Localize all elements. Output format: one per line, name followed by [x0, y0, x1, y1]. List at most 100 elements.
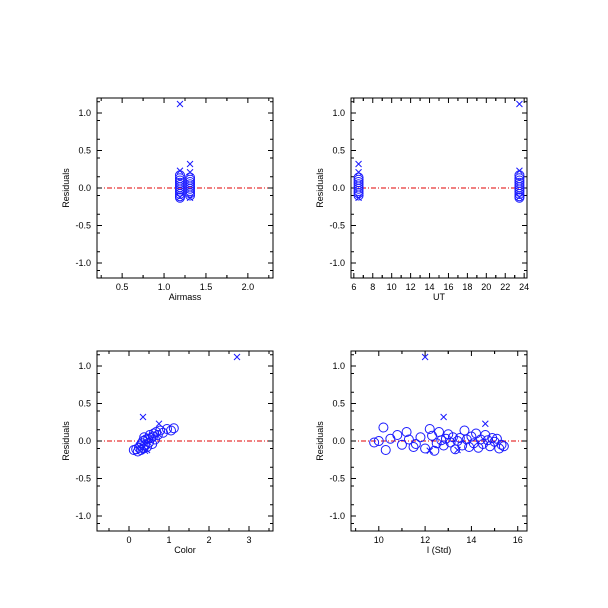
y-tick-label: -1.0 [329, 258, 345, 268]
y-tick-label: -0.5 [75, 474, 91, 484]
data-point-cross [176, 100, 184, 108]
x-tick-label: 16 [513, 535, 523, 545]
data-point-circle [174, 184, 185, 195]
data-point-cross [516, 100, 523, 108]
x-tick-label: 0.5 [116, 282, 129, 292]
y-tick-label: -1.0 [329, 511, 345, 521]
y-tick-label: 0.5 [78, 399, 91, 409]
data-point-circle [480, 430, 491, 440]
data-point-circle [174, 186, 185, 197]
x-axis-label: UT [433, 292, 445, 302]
data-point-cross [233, 353, 241, 361]
data-point-cross [481, 420, 489, 428]
data-point-cross [176, 167, 184, 175]
y-axis-label: Residuals [315, 421, 325, 461]
y-tick-label: -0.5 [329, 221, 345, 231]
data-point-circle [496, 439, 507, 450]
data-point-circle [373, 436, 384, 446]
data-point-circle [378, 422, 389, 433]
x-tick-label: 24 [519, 282, 529, 292]
y-tick-label: 0.5 [78, 146, 91, 156]
data-point-circle [185, 190, 196, 201]
data-point-circle [514, 186, 525, 197]
data-point-circle [410, 439, 421, 449]
y-tick-label: 0.5 [332, 146, 345, 156]
data-point-circle [424, 424, 435, 434]
x-tick-label: 8 [370, 282, 375, 292]
x-tick-label: 1.0 [158, 282, 171, 292]
x-tick-label: 2 [206, 535, 211, 545]
x-tick-label: 18 [462, 282, 472, 292]
data-point-cross [454, 446, 461, 454]
x-axis-label: I (Std) [427, 545, 452, 555]
data-point-circle [142, 442, 152, 452]
data-point-circle [445, 437, 456, 448]
x-tick-label: 12 [420, 535, 430, 545]
data-point-circle [174, 192, 185, 203]
data-point-circle [514, 184, 525, 195]
data-point-cross [176, 193, 184, 201]
x-tick-label: 6 [351, 282, 356, 292]
x-tick-label: 14 [466, 535, 476, 545]
x-tick-label: 20 [481, 282, 491, 292]
y-tick-label: -1.0 [75, 511, 91, 521]
data-point-circle [408, 442, 419, 452]
x-tick-label: 0 [126, 535, 131, 545]
data-point-circle [174, 189, 185, 199]
y-tick-label: 0.0 [78, 436, 91, 446]
chart-panel-2: -1.0 -0.5 0.0 0.5 1.0 6 8 10 12 14 16 18 20 22 24 UT Res… [315, 97, 529, 302]
data-point-cross [355, 194, 362, 202]
data-point-circle [454, 433, 465, 443]
data-point-cross [426, 447, 434, 455]
data-point-cross [186, 160, 194, 168]
x-tick-label: 12 [406, 282, 416, 292]
data-point-circle [403, 434, 414, 445]
data-point-circle [392, 430, 403, 440]
x-axis-label: Color [174, 545, 196, 555]
y-tick-label: -0.5 [329, 474, 345, 484]
data-point-cross [139, 413, 147, 421]
data-point-circle [185, 186, 196, 196]
data-point-cross [516, 193, 523, 201]
x-tick-label: 16 [443, 282, 453, 292]
data-point-circle [514, 189, 525, 199]
data-point-circle [353, 183, 364, 194]
data-point-cross [516, 167, 523, 175]
y-tick-label: 1.0 [332, 108, 345, 118]
data-point-circle [353, 186, 364, 196]
y-axis-label: Residuals [61, 168, 71, 208]
data-point-cross [440, 413, 447, 421]
data-point-circle [489, 436, 500, 447]
data-point-circle [514, 192, 525, 203]
data-point-circle [353, 190, 364, 201]
x-tick-label: 14 [425, 282, 435, 292]
x-tick-label: 1.5 [200, 282, 213, 292]
data-point-circle [436, 435, 447, 446]
chart-panel-3: -1.0 -0.5 0.0 0.5 1.0 0 1 2 3 Color Residuals [61, 350, 274, 555]
x-tick-label: 10 [374, 535, 384, 545]
data-point-circle [185, 183, 196, 194]
data-point-circle [369, 437, 380, 448]
data-point-cross [141, 447, 149, 455]
y-tick-label: 0.0 [78, 183, 91, 193]
y-tick-label: 1.0 [78, 361, 91, 371]
y-tick-label: 0.0 [332, 436, 345, 446]
x-tick-label: 22 [500, 282, 510, 292]
y-tick-label: 1.0 [78, 108, 91, 118]
y-tick-label: 0.5 [332, 399, 345, 409]
chart-panel-4: -1.0 -0.5 0.0 0.5 1.0 10 12 14 16 I (Std) Residual… [315, 350, 528, 555]
data-point-circle [438, 440, 449, 451]
data-point-circle [396, 439, 407, 450]
x-tick-label: 10 [387, 282, 397, 292]
x-tick-label: 3 [246, 535, 251, 545]
data-point-circle [401, 427, 412, 437]
data-point-circle [459, 425, 470, 436]
y-axis-label: Residuals [61, 421, 71, 461]
data-point-cross [186, 194, 194, 202]
x-tick-label: 1 [166, 535, 171, 545]
data-point-circle [380, 445, 391, 455]
data-point-cross [355, 160, 362, 168]
y-axis-label: Residuals [315, 168, 325, 208]
data-point-circle [498, 441, 509, 452]
